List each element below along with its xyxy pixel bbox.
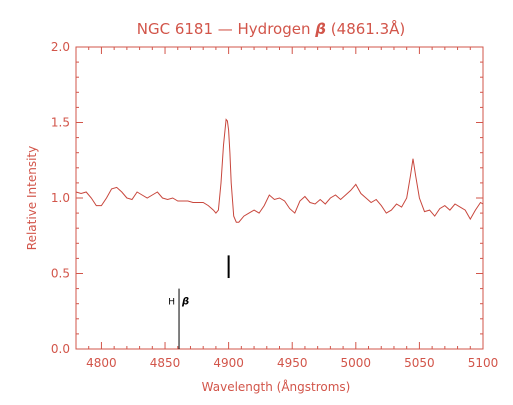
y-axis: 0.0 0.5 1.0 1.5 2.0 — [51, 40, 483, 356]
y-tick-label: 0.0 — [51, 342, 70, 356]
x-tick-label: 5100 — [468, 356, 499, 370]
x-tick-label: 4950 — [277, 356, 308, 370]
spectrum-line — [75, 118, 484, 223]
y-tick-label: 1.5 — [51, 116, 70, 130]
x-tick-label: 4850 — [150, 356, 181, 370]
y-tick-label: 1.0 — [51, 191, 70, 205]
chart-title-text: NGC 6181 — Hydrogen — [137, 20, 311, 38]
chart-title-suffix: (4861.3Å) — [331, 19, 405, 38]
y-tick-label: 0.5 — [51, 267, 70, 281]
y-tick-label: 2.0 — [51, 40, 70, 54]
x-tick-label: 5000 — [341, 356, 372, 370]
x-axis-label: Wavelength (Ångstroms) — [202, 379, 351, 394]
y-axis-label: Relative Intensity — [25, 146, 39, 250]
chart-title-beta: β — [314, 20, 326, 38]
x-tick-label: 5050 — [404, 356, 435, 370]
marker-label-greek: β — [181, 297, 189, 308]
chart-title: NGC 6181 — Hydrogen β (4861.3Å) — [137, 19, 406, 38]
marker-label: H — [168, 298, 175, 308]
x-axis: 4800 4850 4900 4950 5000 5050 5100 — [75, 47, 499, 370]
x-tick-label: 4900 — [213, 356, 244, 370]
x-tick-label: 4800 — [86, 356, 117, 370]
